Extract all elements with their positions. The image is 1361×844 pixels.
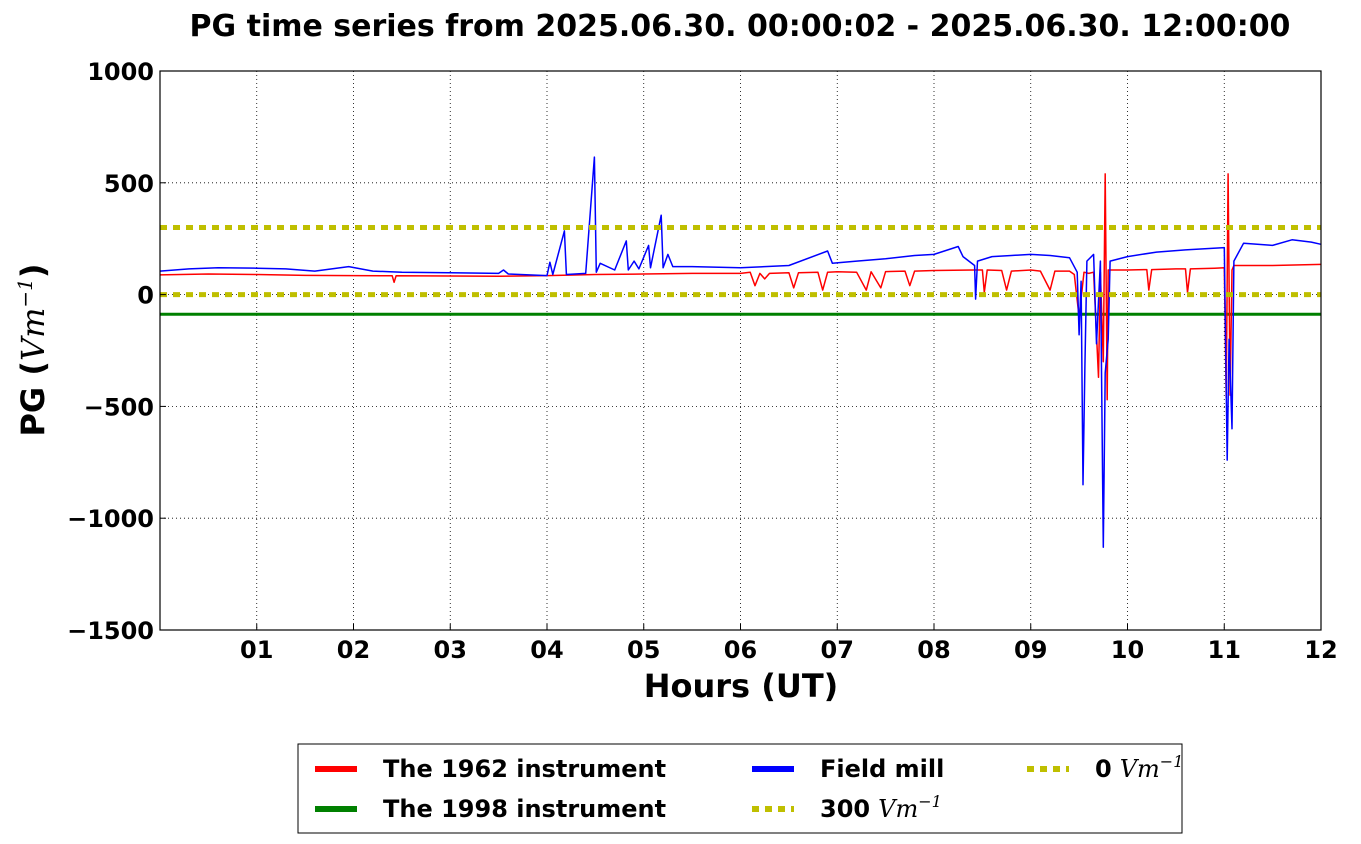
svg-text:PG (Vm−1): PG (Vm−1) (13, 263, 52, 436)
legend: The 1962 instrument The 1998 instrument Fi… (297, 743, 1183, 834)
x-tick-label: 01 (240, 636, 273, 664)
legend-frame (297, 743, 1183, 834)
x-tick-label: 03 (434, 636, 467, 664)
series-line-2 (159, 156, 1322, 549)
x-tick-label: 04 (530, 636, 563, 664)
axis-ticks: 01 02 03 04 05 06 07 08 09 10 11 12 1000 500 0 −500 −100… (67, 58, 1338, 664)
legend-label-4: 0 Vm−1 (1095, 752, 1183, 783)
y-tick-label: −1500 (67, 617, 154, 645)
y-axis-label-main: PG ( (14, 361, 52, 436)
legend-label-0: The 1962 instrument (383, 755, 666, 783)
x-tick-label: 08 (917, 636, 950, 664)
x-tick-label: 10 (1111, 636, 1144, 664)
y-axis-label-unit: Vm (14, 308, 52, 361)
legend-label-2: Field mill (820, 755, 944, 783)
y-tick-label: 0 (137, 282, 154, 310)
y-tick-label: −1000 (67, 505, 154, 533)
x-tick-label: 11 (1208, 636, 1241, 664)
x-tick-label: 05 (627, 636, 660, 664)
y-axis-label: PG (Vm−1) (13, 263, 52, 436)
x-tick-label: 02 (337, 636, 370, 664)
x-tick-label: 07 (821, 636, 854, 664)
x-tick-label: 06 (724, 636, 757, 664)
y-axis-label-close: ) (14, 263, 52, 278)
y-tick-label: 500 (104, 170, 154, 198)
x-tick-label: 12 (1304, 636, 1337, 664)
x-tick-label: 09 (1014, 636, 1047, 664)
y-axis-label-exp: −1 (13, 278, 37, 307)
y-tick-label: 1000 (87, 58, 154, 86)
legend-label-3: 300 Vm−1 (820, 792, 942, 823)
y-tick-label: −500 (84, 393, 154, 421)
chart-title: PG time series from 2025.06.30. 00:00:02… (190, 9, 1291, 44)
plot-series (159, 156, 1322, 549)
x-axis-label: Hours (UT) (644, 667, 839, 705)
legend-label-1: The 1998 instrument (383, 795, 666, 823)
grid-lines (160, 71, 1321, 630)
plot-frame (159, 70, 1322, 631)
